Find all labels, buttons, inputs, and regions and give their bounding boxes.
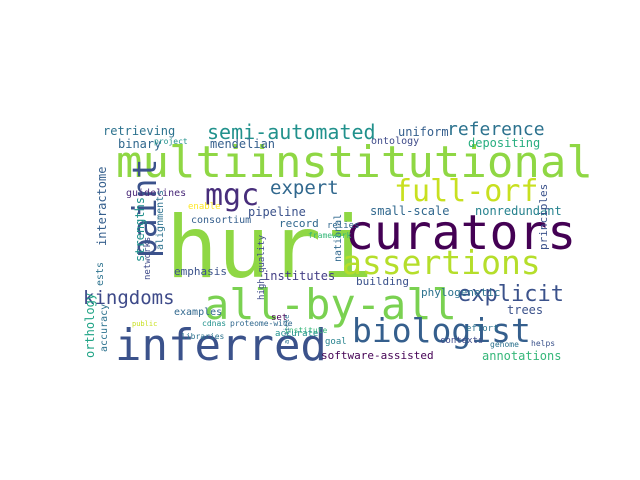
cloud-word: full-orf [394, 174, 539, 209]
cloud-word: accurate [275, 329, 319, 339]
cloud-word: nonredundant [475, 204, 562, 218]
cloud-word: assertions [342, 243, 541, 282]
cloud-word: institutes [263, 269, 336, 283]
cloud-word: cdnas [202, 319, 227, 328]
cloud-word: reference [447, 119, 545, 140]
cloud-word: project [154, 137, 188, 146]
cloud-word: pipeline [248, 205, 306, 219]
cloud-word: goal [325, 337, 347, 347]
cloud-word: phylogenetic [421, 286, 501, 299]
cloud-word: effort [466, 324, 499, 334]
cloud-word: depositing [468, 136, 541, 150]
cloud-word: guidelines [126, 188, 187, 199]
cloud-word: proteome-wide [230, 319, 293, 328]
cloud-word: emphasis [174, 265, 227, 278]
cloud-word: networks [143, 236, 153, 280]
cloud-word: helps [531, 339, 556, 348]
cloud-word: ontology [371, 136, 420, 147]
cloud-word: accuracy [99, 303, 110, 352]
cloud-word: public [132, 320, 158, 328]
cloud-word: curators [345, 205, 577, 261]
cloud-word: expert [270, 177, 339, 199]
cloud-word: mgc [205, 178, 260, 213]
cloud-word: software-assisted [321, 349, 434, 362]
cloud-word: mendelian [210, 137, 276, 151]
cloud-word: examples [174, 307, 223, 318]
cloud-word: biologist [352, 311, 531, 350]
cloud-word: trees [507, 303, 544, 317]
cloud-word: genome [490, 340, 519, 349]
cloud-word: building [356, 275, 409, 288]
cloud-word: semi-automated [207, 120, 376, 144]
cloud-word: high-quality [257, 234, 267, 300]
cloud-word: alignments [155, 189, 166, 250]
cloud-word: set [271, 313, 288, 323]
cloud-word: huri [166, 198, 374, 298]
cloud-word: kingdoms [83, 287, 175, 309]
cloud-word: framework [308, 231, 352, 240]
cloud-word: inferred [115, 320, 327, 371]
cloud-word: enable [188, 202, 221, 212]
cloud-word: retrieving [103, 124, 176, 138]
cloud-word: libraries [181, 332, 225, 341]
cloud-word: orthology [83, 292, 97, 358]
cloud-word: interactome [95, 166, 109, 246]
cloud-word: multiinstitutional [116, 137, 593, 188]
cloud-word: annotations [482, 349, 562, 363]
cloud-word: institute [284, 326, 328, 335]
cloud-word: explicit [458, 282, 564, 307]
cloud-word: article [283, 314, 291, 344]
cloud-word: contexts [440, 336, 484, 346]
cloud-word: principles [537, 183, 550, 250]
cloud-word: all-by-all [204, 280, 457, 329]
cloud-word: binary [118, 137, 162, 151]
cloud-word: small-scale [370, 204, 450, 218]
cloud-word: relies [327, 221, 360, 231]
cloud-word: uniform [398, 125, 449, 139]
cloud-word: consortium [191, 215, 252, 226]
cloud-word: record [279, 217, 319, 230]
cloud-word: ests [95, 261, 106, 286]
